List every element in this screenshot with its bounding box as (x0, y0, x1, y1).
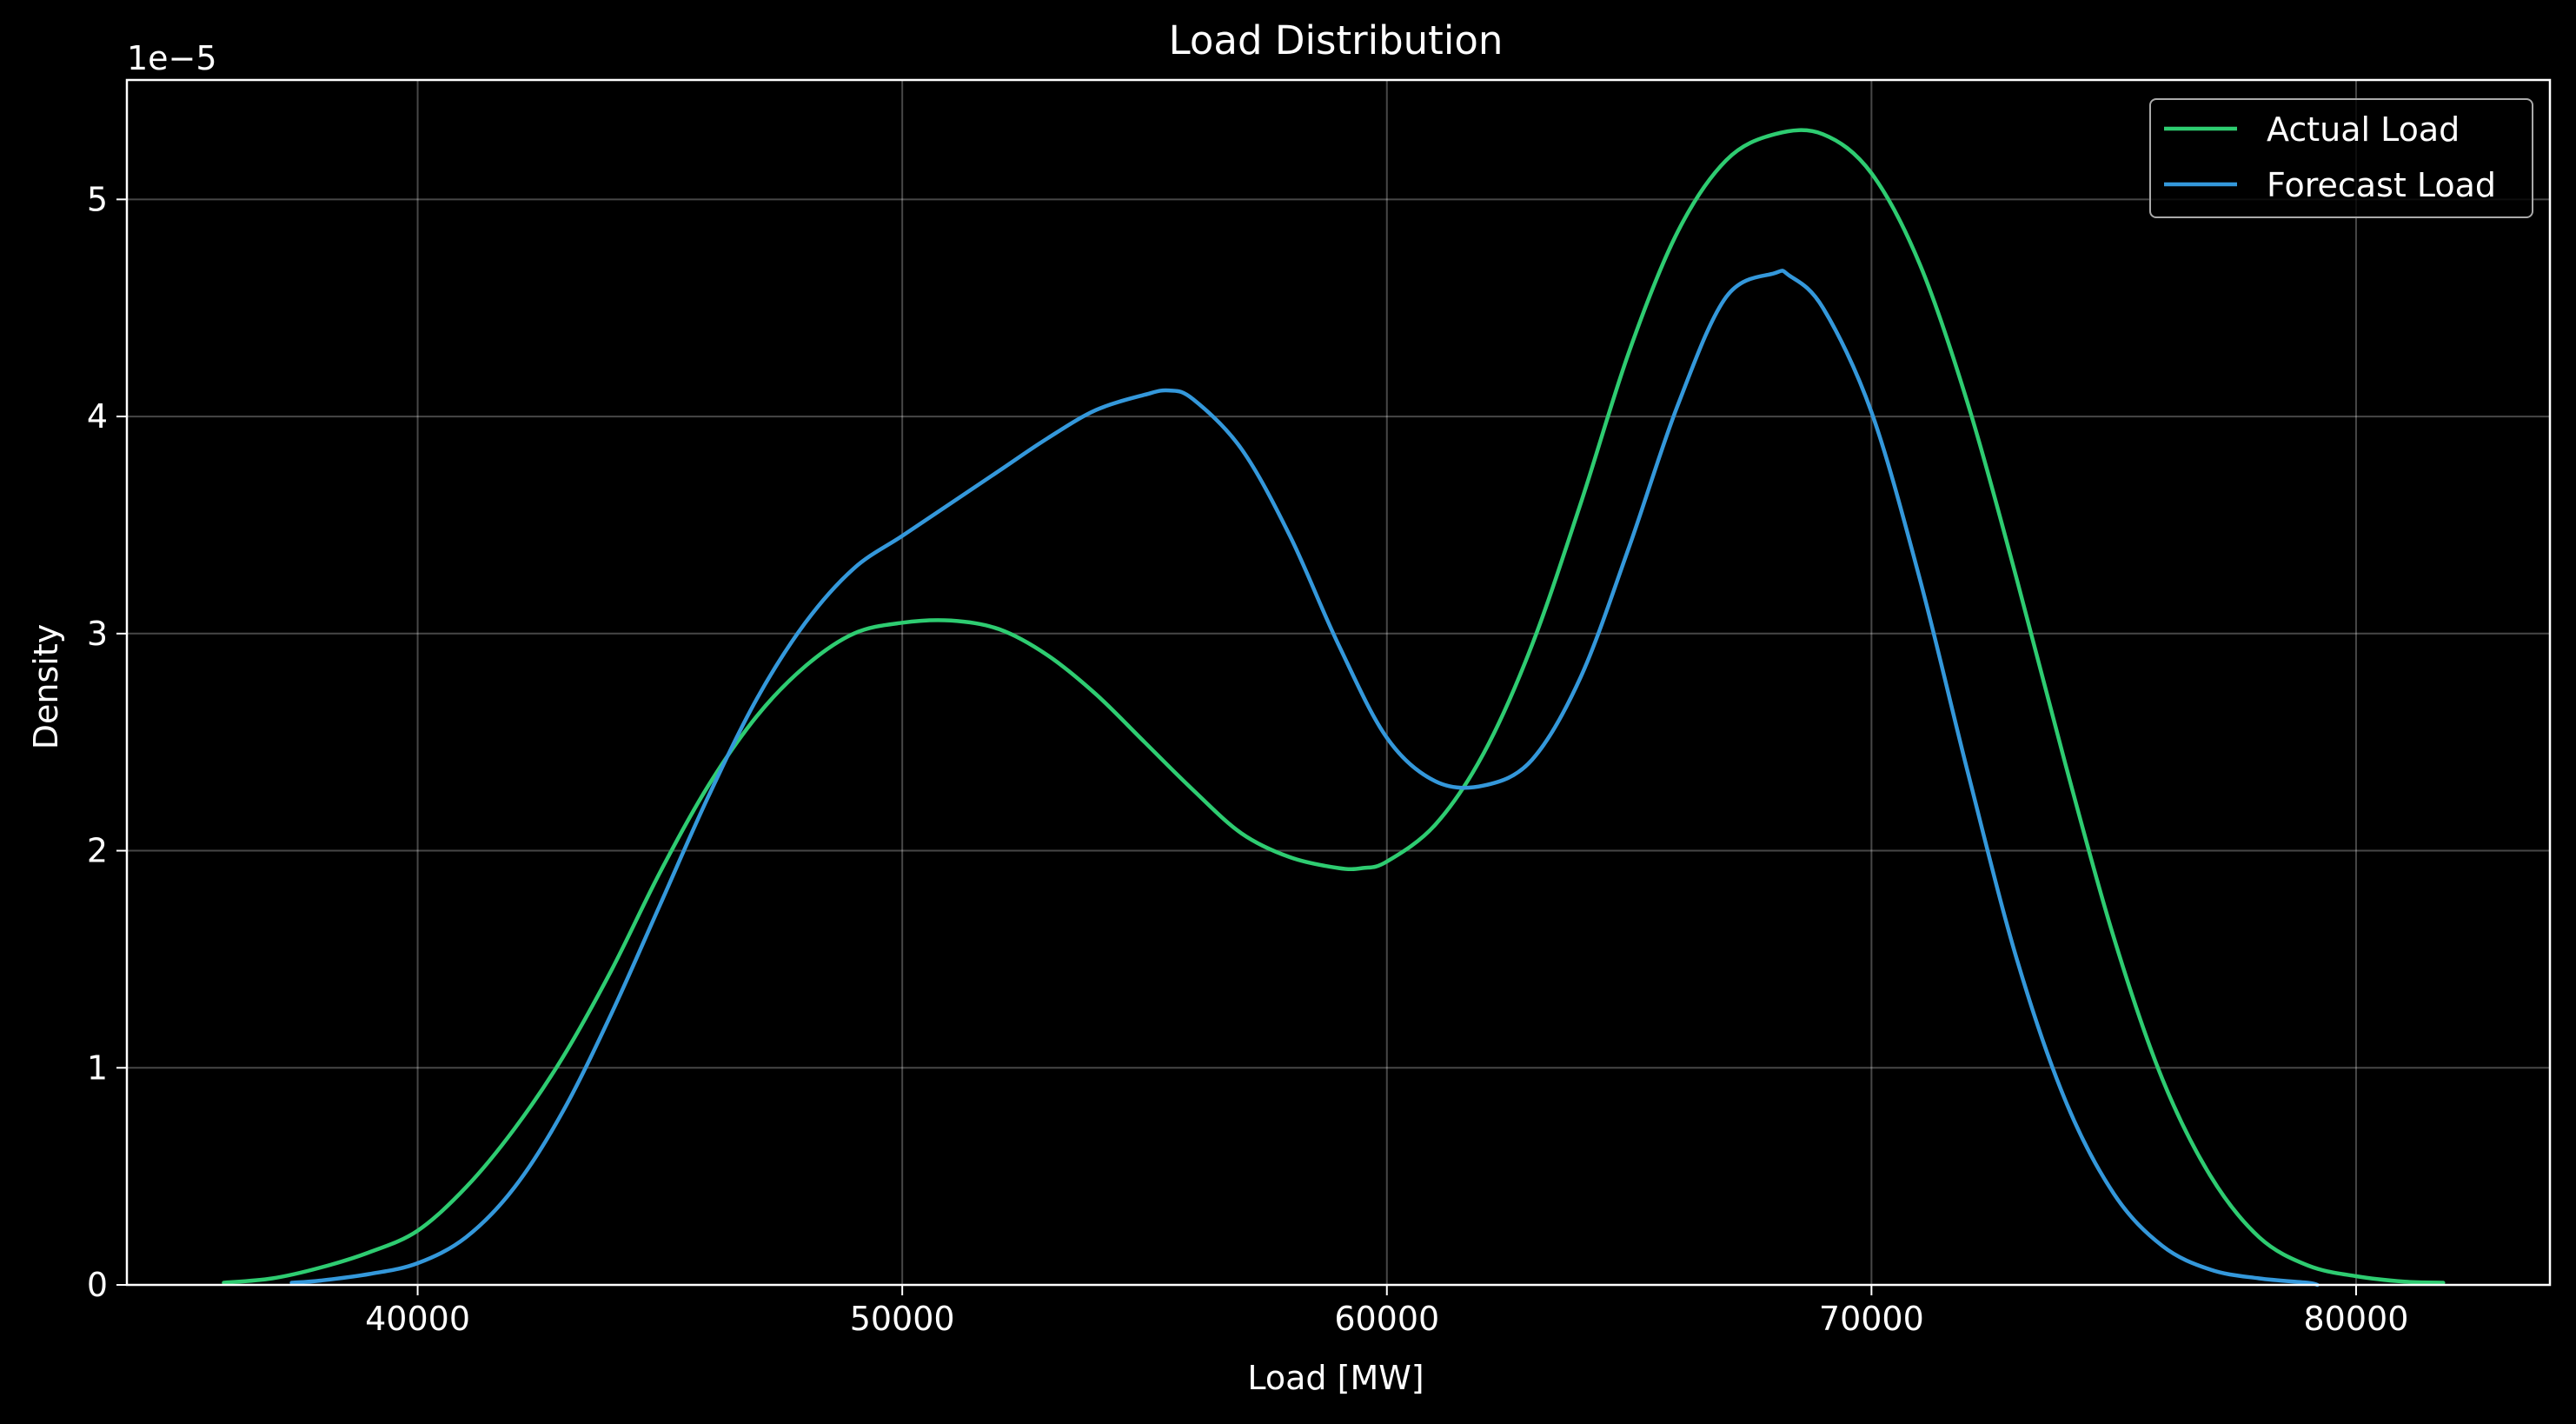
series-layer (222, 128, 2446, 1288)
y-axis-label: Density (27, 624, 65, 749)
chart-title: Load Distribution (1169, 17, 1504, 63)
x-tick-label: 70000 (1819, 1300, 1924, 1338)
y-tick-label: 2 (87, 832, 108, 870)
y-tick-label: 0 (87, 1266, 108, 1304)
x-tick-label: 80000 (2304, 1300, 2409, 1338)
series-line-forecast-load (289, 269, 2320, 1288)
y-offset-label: 1e−5 (127, 39, 217, 77)
legend-label-actual-load: Actual Load (2267, 110, 2460, 149)
grid-layer (127, 80, 2550, 1285)
y-tick-label: 3 (87, 615, 108, 653)
plot-frame (125, 78, 2552, 1287)
x-tick-label: 50000 (850, 1300, 955, 1338)
tick-layer: 40000 50000 60000 70000 80000 0 1 2 3 4 5 (87, 180, 2409, 1338)
y-tick-label: 4 (87, 397, 108, 436)
legend: Actual Load Forecast Load (2149, 98, 2533, 218)
legend-label-forecast-load: Forecast Load (2267, 166, 2496, 204)
legend-box (2149, 98, 2533, 218)
series-line-actual-load (222, 128, 2446, 1285)
y-tick-label: 5 (87, 180, 108, 218)
y-tick-label: 1 (87, 1048, 108, 1087)
x-tick-label: 40000 (365, 1300, 470, 1338)
x-axis-label: Load [MW] (1247, 1359, 1424, 1397)
x-tick-label: 60000 (1334, 1300, 1439, 1338)
